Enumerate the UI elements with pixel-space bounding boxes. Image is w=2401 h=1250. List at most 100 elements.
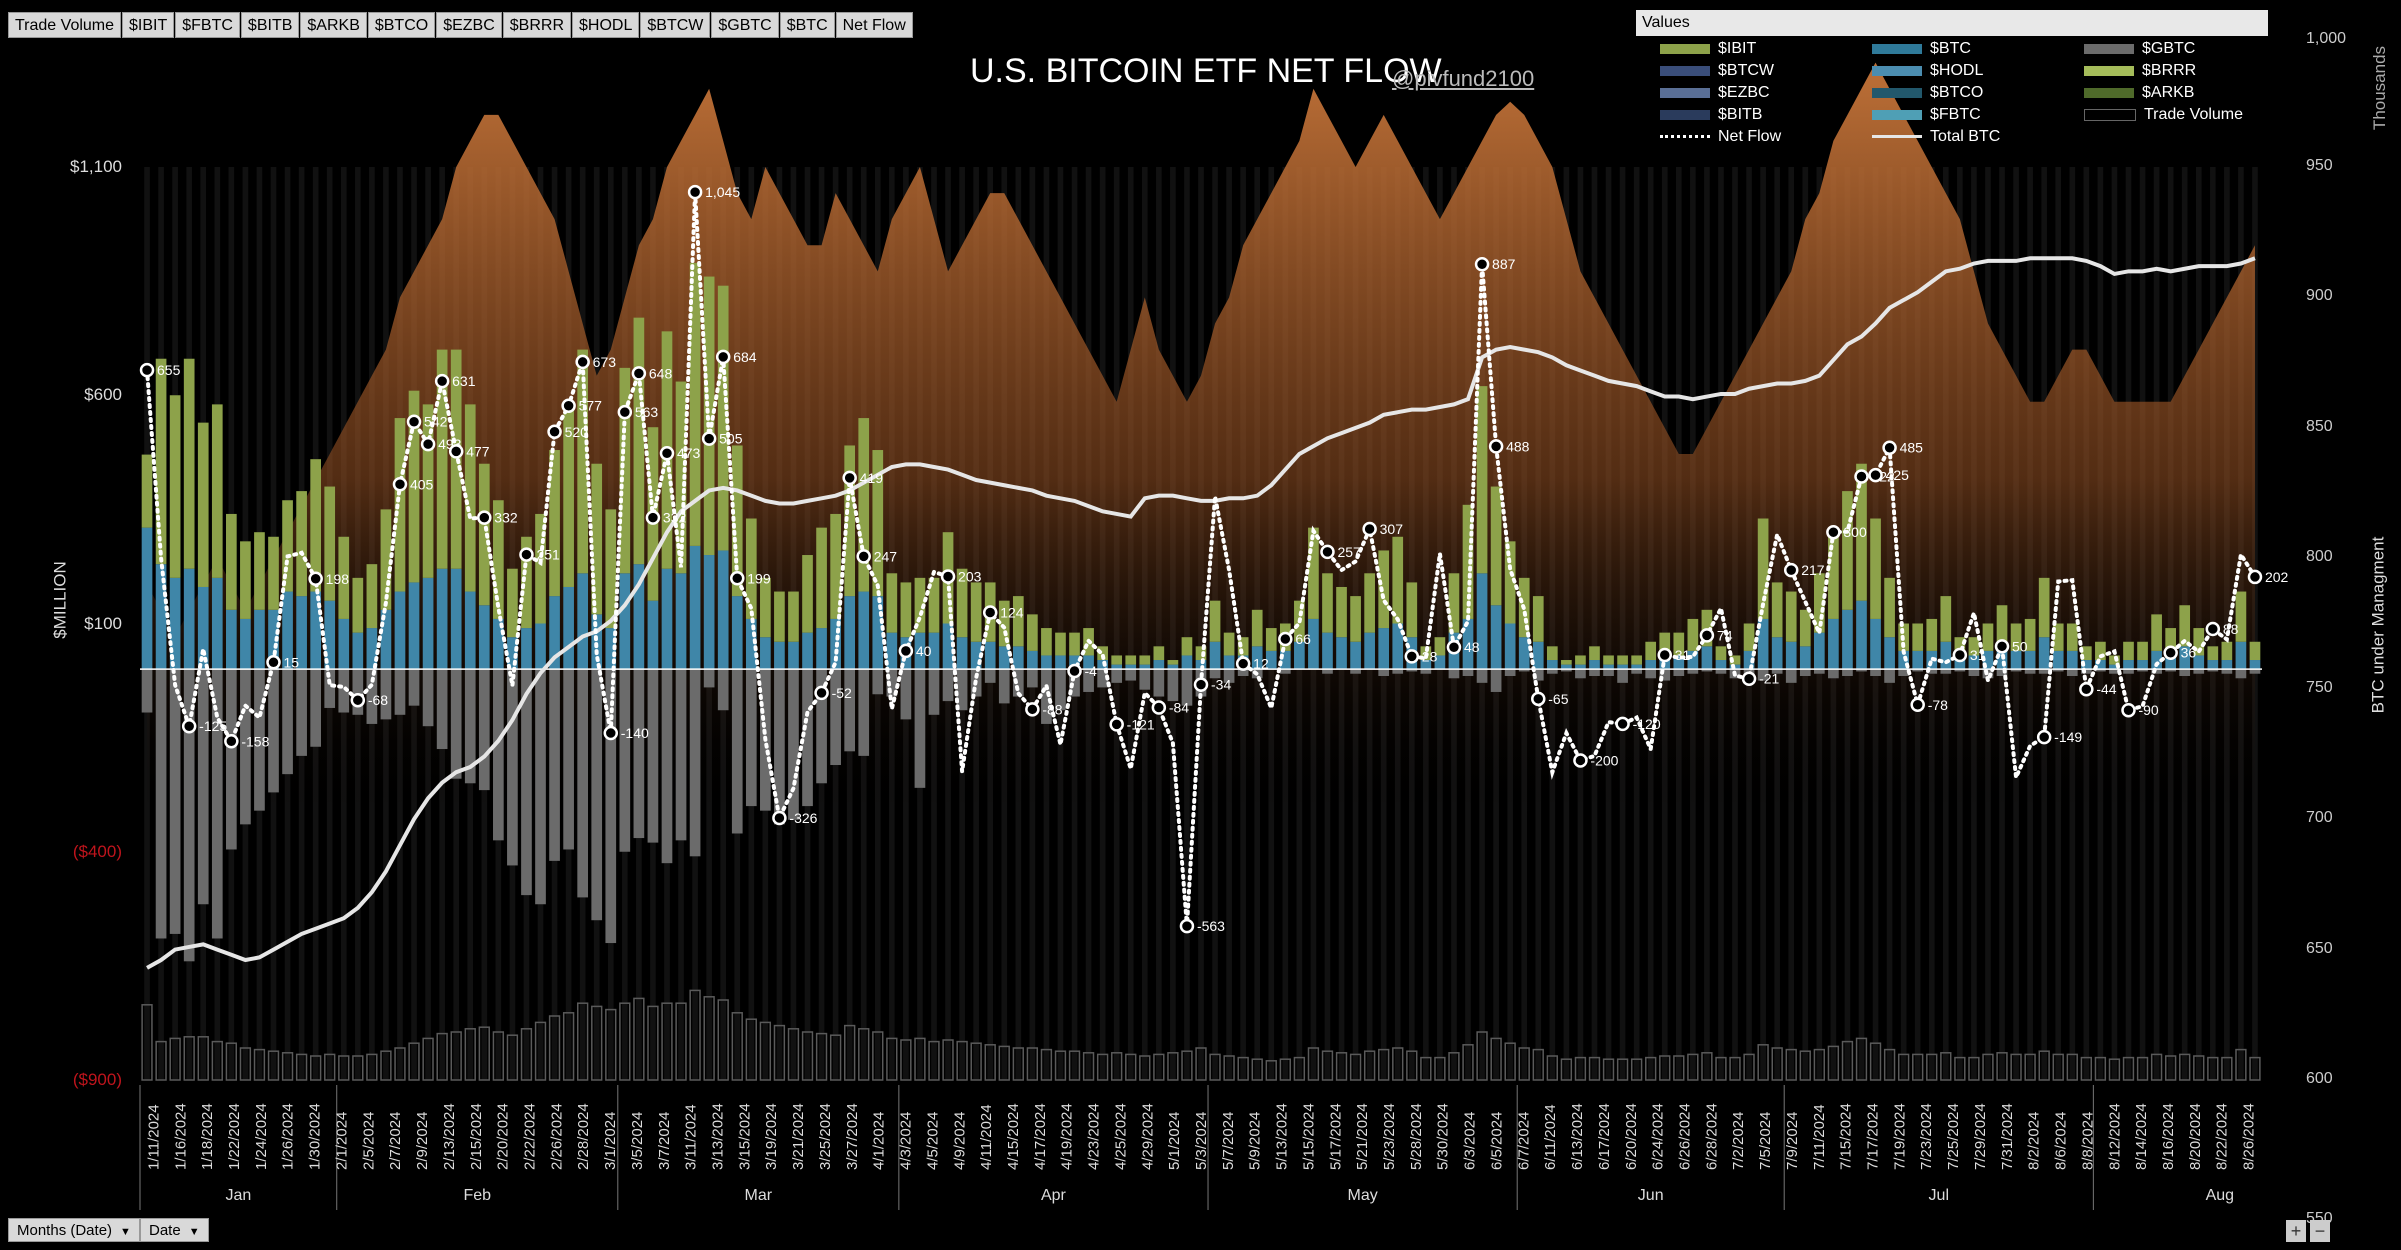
legend-item[interactable]: Total BTC [1872,128,2000,146]
ibit-bar [1603,655,1614,665]
net-flow-marker [1025,702,1040,717]
trade-volume-bar [745,1018,757,1081]
y-tick-label: ($900) [72,1070,122,1089]
ibit-bar [507,568,518,638]
field-chip[interactable]: $ARKB [300,12,367,38]
legend-item[interactable]: $ARKB [2084,84,2194,102]
trade-volume-bar [422,1037,434,1081]
field-chip[interactable]: Trade Volume [8,12,122,38]
field-chip[interactable]: $EZBC [436,12,502,38]
trade-volume-bar [1743,1053,1755,1081]
gbtc-bar [296,669,307,756]
date-filter-button[interactable]: Date ▼ [140,1218,209,1242]
field-chip[interactable]: Net Flow [835,12,913,38]
date-tick-label: 6/3/2024 [1462,1112,1479,1170]
fund-inflow-bar [661,568,673,670]
legend-label: $FBTC [1930,106,1981,123]
date-tick-label: 5/15/2024 [1300,1103,1317,1170]
gbtc-bar [450,669,462,779]
gbtc-bar [830,669,841,766]
legend-item[interactable]: $FBTC [1872,106,1981,124]
trade-volume-bar [1265,1060,1277,1081]
fund-inflow-bar [521,628,532,670]
ibit-bar [1968,637,1980,656]
ibit-bar [1926,618,1938,651]
trade-volume-bar [169,1037,181,1081]
legend-item[interactable]: $HODL [1872,62,1983,80]
date-tick-label: 1/18/2024 [199,1103,216,1170]
trade-volume-bar [928,1040,940,1081]
net-flow-marker [982,605,998,620]
legend-item[interactable]: $IBIT [1660,40,1756,58]
zoom-in-button[interactable]: + [2286,1220,2306,1242]
field-chip[interactable]: $BTCW [640,12,711,38]
legend-item[interactable]: Net Flow [1660,128,1781,146]
legend-header[interactable]: Values [1636,10,2268,36]
field-chip[interactable]: $HODL [572,12,640,38]
gbtc-bar [1223,669,1235,683]
net-flow-marker [1278,631,1293,647]
field-chip[interactable]: $GBTC [711,12,779,38]
trade-volume-bar [478,1026,490,1081]
net-flow-label: 40 [916,643,932,659]
field-chip[interactable]: $BTCO [367,12,436,38]
net-flow-marker [1474,256,1490,272]
gbtc-bar [675,669,687,841]
trade-volume-bar [1841,1040,1854,1081]
ibit-bar [2109,655,2120,665]
legend-swatch [2084,65,2134,76]
date-tick-label: 8/8/2024 [2079,1112,2096,1170]
legend-item[interactable]: $BITB [1660,106,1762,124]
net-flow-marker [687,184,703,200]
trade-volume-bar [2221,1056,2233,1081]
trade-volume-bar [1630,1058,1643,1081]
fund-inflow-bar [436,568,448,670]
month-label: Aug [2206,1187,2234,1204]
field-chip[interactable]: $FBTC [175,12,240,38]
legend-item[interactable]: $BTCW [1660,62,1774,80]
gbtc-bar [211,669,223,939]
date-tick-label: 4/9/2024 [951,1112,968,1170]
net-flow-label: 477 [466,443,490,459]
legend-item[interactable]: $BTCO [1872,84,1983,102]
field-chip[interactable]: $IBIT [122,12,175,38]
field-chip[interactable]: $BTC [779,12,835,38]
fund-inflow-bar [183,568,195,670]
ibit-bar [605,509,617,629]
trade-volume-bar [675,1002,687,1081]
legend-item[interactable]: $BTC [1872,40,1971,58]
ibit-bar [268,536,279,610]
ibit-bar [226,513,237,610]
trade-volume-bar [759,1021,772,1081]
fund-inflow-bar [1561,664,1572,670]
months-filter-button[interactable]: Months (Date) ▼ [8,1218,140,1242]
net-flow-label: 332 [494,510,518,526]
legend-item[interactable]: Trade Volume [2084,106,2243,124]
ibit-bar [1884,577,1895,638]
gbtc-bar [2249,669,2261,674]
trade-volume-bar [520,1028,533,1081]
y-tick-label: $100 [84,613,122,633]
field-chip[interactable]: $BRRR [502,12,572,38]
gbtc-bar [141,669,153,713]
y-tick-label: ($400) [72,841,122,861]
fund-inflow-bar [2179,646,2191,670]
author-handle[interactable]: @pivfund2100 [1392,66,1535,91]
legend-item[interactable]: $BRRR [2084,62,2196,80]
field-chip[interactable]: $BITB [240,12,300,38]
ibit-bar [745,518,757,619]
net-flow-marker [1235,656,1251,671]
zoom-out-button[interactable]: − [2310,1220,2330,1242]
net-flow-marker [1151,700,1167,715]
fund-inflow-bar [1378,628,1390,670]
gbtc-bar [1561,669,1572,672]
legend-swatch [2084,87,2134,98]
trade-volume-bar [267,1050,280,1081]
net-flow-label: 28 [1422,648,1438,664]
fund-inflow-bar [1532,641,1544,670]
trade-volume-bar [984,1044,996,1081]
legend-item[interactable]: $EZBC [1660,84,1770,102]
gbtc-bar [2207,669,2219,672]
gbtc-bar [380,669,392,720]
legend-item[interactable]: $GBTC [2084,40,2195,58]
